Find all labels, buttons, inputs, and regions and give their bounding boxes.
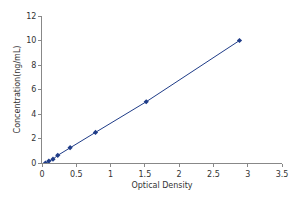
svg-text:Optical Density: Optical Density (131, 181, 192, 190)
svg-text:0.5: 0.5 (70, 170, 83, 179)
svg-text:0: 0 (31, 159, 36, 168)
svg-text:3.5: 3.5 (276, 170, 289, 179)
svg-text:2: 2 (177, 170, 182, 179)
svg-text:1: 1 (108, 170, 113, 179)
svg-text:10: 10 (26, 36, 36, 45)
svg-text:3: 3 (245, 170, 250, 179)
svg-text:2.5: 2.5 (207, 170, 220, 179)
svg-text:12: 12 (26, 12, 36, 21)
svg-text:1.5: 1.5 (138, 170, 151, 179)
svg-text:4: 4 (31, 110, 36, 119)
svg-text:Concentration(ng/mL): Concentration(ng/mL) (13, 46, 22, 134)
svg-text:6: 6 (31, 85, 36, 94)
svg-text:0: 0 (39, 170, 44, 179)
svg-text:8: 8 (31, 61, 36, 70)
svg-text:2: 2 (31, 134, 36, 143)
